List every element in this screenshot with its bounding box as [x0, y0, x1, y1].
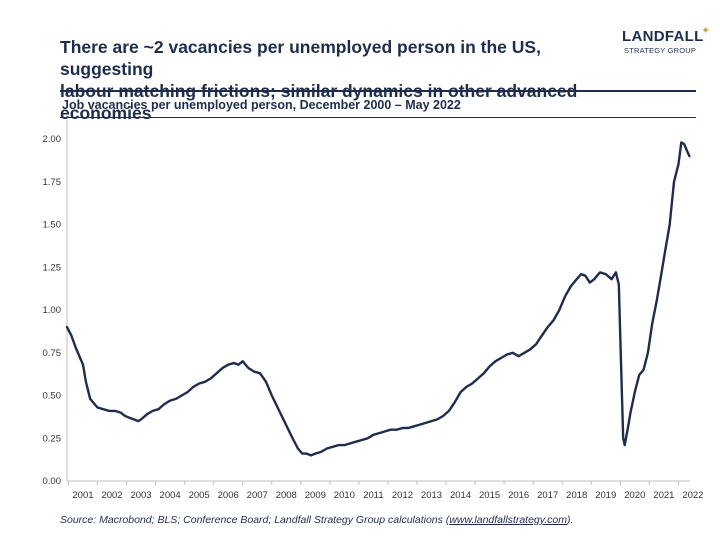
x-tick-label: 2004 [160, 490, 181, 501]
y-tick-label: 1.50 [43, 220, 62, 231]
source-suffix: ). [567, 514, 574, 526]
subtitle-divider [60, 117, 696, 118]
x-tick-label: 2009 [305, 490, 326, 501]
x-tick-label: 2002 [101, 490, 122, 501]
series-line [65, 141, 691, 457]
source-text: Source: Macrobond; BLS; Conference Board… [60, 514, 450, 526]
star-icon: ✦ [701, 25, 711, 37]
logo-tagline: STRATEGY GROUP [624, 46, 697, 55]
source-link[interactable]: www.landfallstrategy.com [449, 514, 567, 526]
y-tick-label: 2.00 [43, 134, 62, 145]
x-tick-label: 2022 [682, 490, 703, 501]
x-tick-label: 2011 [363, 490, 383, 501]
x-tick-label: 2018 [566, 490, 587, 501]
chart-title: Job vacancies per unemployed person, Dec… [62, 98, 461, 112]
x-tick-label: 2014 [450, 490, 471, 501]
source-note: Source: Macrobond; BLS; Conference Board… [60, 514, 573, 526]
y-tick-label: 1.75 [43, 177, 62, 188]
x-tick-label: 2003 [130, 490, 151, 501]
x-tick-label: 2015 [479, 490, 500, 501]
y-tick-label: 0.50 [43, 391, 62, 402]
x-tick-label: 2021 [653, 490, 674, 501]
x-tick-label: 2020 [624, 490, 645, 501]
x-tick-label: 2001 [72, 490, 93, 501]
x-tick-label: 2013 [421, 490, 442, 501]
logo-name: LANDFALL [622, 28, 704, 45]
y-tick-label: 0.00 [43, 476, 62, 487]
y-tick-label: 0.75 [43, 348, 62, 359]
x-tick-label: 2016 [508, 490, 529, 501]
x-tick-label: 2010 [334, 490, 355, 501]
x-tick-label: 2007 [247, 490, 268, 501]
brand-logo: LANDFALL STRATEGY GROUP ✦ [608, 22, 711, 62]
x-tick-label: 2019 [595, 490, 616, 501]
title-line-1: There are ~2 vacancies per unemployed pe… [60, 37, 541, 79]
x-tick-label: 2005 [189, 490, 210, 501]
x-tick-label: 2006 [218, 490, 239, 501]
header-divider [60, 90, 696, 92]
y-tick-label: 0.25 [43, 433, 62, 444]
x-tick-label: 2008 [276, 490, 297, 501]
x-tick-label: 2012 [392, 490, 413, 501]
y-tick-label: 1.25 [43, 262, 62, 273]
x-tick-label: 2017 [537, 490, 558, 501]
y-tick-label: 1.00 [43, 305, 62, 316]
